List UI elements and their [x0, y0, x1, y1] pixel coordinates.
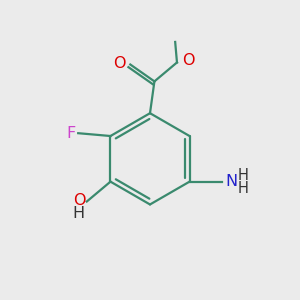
Text: H: H — [238, 168, 249, 183]
Text: H: H — [238, 181, 249, 196]
Text: N: N — [226, 174, 238, 189]
Text: O: O — [73, 193, 85, 208]
Text: O: O — [182, 53, 195, 68]
Text: O: O — [113, 56, 126, 70]
Text: F: F — [66, 126, 75, 141]
Text: H: H — [73, 206, 85, 221]
